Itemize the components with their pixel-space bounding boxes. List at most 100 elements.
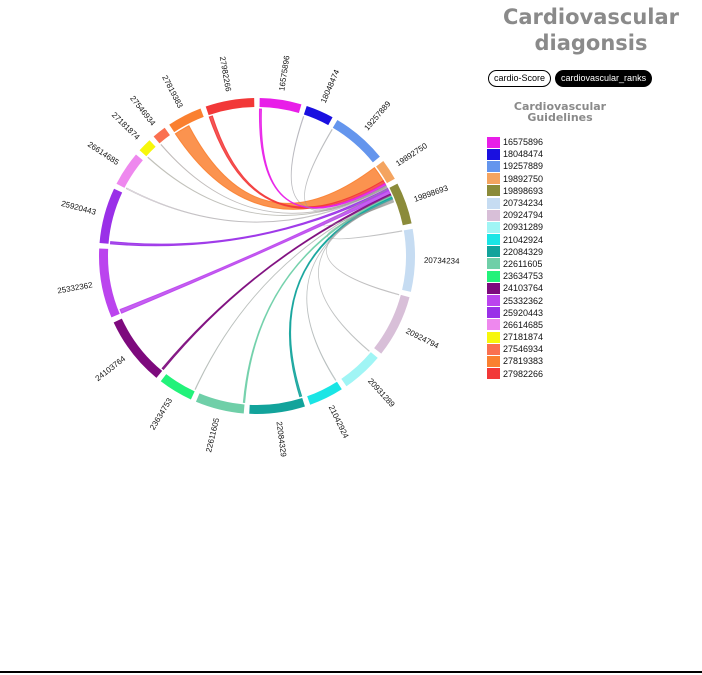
ribbon-26614685-19892750 — [125, 187, 388, 223]
legend-swatch — [487, 282, 500, 294]
legend-label: 26614685 — [503, 319, 544, 330]
legend-swatch — [487, 148, 500, 160]
legend-label: 19257889 — [503, 161, 544, 172]
chord-arcs — [99, 98, 416, 414]
ribbon-22611605-19892750 — [242, 195, 393, 404]
arc-18048474 — [303, 106, 333, 126]
legend-label: 22611605 — [503, 258, 543, 269]
legend-label: 27819383 — [503, 356, 544, 367]
ribbon-23634753-19892750 — [194, 195, 392, 390]
cardio-score-toggle[interactable]: cardio-Score — [488, 70, 552, 87]
bottom-divider — [0, 671, 702, 673]
legend-label: 22084329 — [503, 246, 544, 257]
arc-label-24103764: 24103764 — [94, 354, 128, 383]
arc-label-20734234: 20734234 — [424, 256, 460, 266]
legend-swatch — [487, 173, 500, 185]
legend-label: 19892750 — [503, 173, 544, 184]
legend-swatch — [487, 343, 500, 355]
arc-21042924 — [307, 381, 342, 405]
arc-22084329 — [249, 397, 305, 414]
legend-label: 20734234 — [503, 198, 544, 209]
arc-27819383 — [169, 108, 204, 133]
ribbon-27982266-19892750 — [208, 115, 386, 209]
legend-item-19892750: 19892750 — [487, 173, 543, 185]
legend-label: 25920443 — [503, 307, 544, 318]
arc-label-27546934: 27546934 — [128, 94, 157, 128]
arc-label-19257889: 19257889 — [362, 99, 392, 132]
legend-item-27546934: 27546934 — [487, 343, 543, 355]
legend-swatch — [487, 331, 500, 343]
legend-label: 20931289 — [503, 222, 544, 233]
ribbon-22084329-19892750 — [288, 196, 394, 398]
legend-label: 23634753 — [503, 271, 544, 282]
legend-swatch — [487, 209, 500, 221]
arc-23634753 — [160, 374, 195, 400]
legend-label: 27546934 — [503, 344, 544, 355]
legend-label: 27181874 — [503, 332, 544, 343]
arc-label-25920443: 25920443 — [60, 199, 97, 217]
legend-swatch — [487, 197, 500, 209]
arc-label-22611605: 22611605 — [204, 417, 221, 454]
arc-22611605 — [195, 393, 245, 414]
legend-label: 19898693 — [503, 185, 544, 196]
legend-item-25920443: 25920443 — [487, 307, 543, 319]
arc-label-19898693: 19898693 — [413, 183, 450, 204]
legend-item-16575896: 16575896 — [487, 136, 543, 148]
ribbon-24103764-19892750 — [161, 193, 392, 371]
ribbon-16575896-19892750 — [258, 108, 387, 209]
legend-swatch — [487, 355, 500, 367]
legend-label: 21042924 — [503, 234, 544, 245]
legend-swatch — [487, 234, 500, 246]
legend-item-26614685: 26614685 — [487, 319, 543, 331]
arc-label-26614685: 26614685 — [86, 140, 121, 167]
ribbon-27181874-19892750 — [147, 156, 388, 216]
ribbon-20924794-19892750 — [326, 199, 400, 296]
legend-title: Cardiovascular Guidelines — [513, 100, 607, 124]
legend-item-27982266: 27982266 — [487, 368, 543, 380]
legend-swatch — [487, 258, 500, 270]
legend-swatch — [487, 270, 500, 282]
arc-25920443 — [99, 188, 123, 244]
arc-26614685 — [116, 154, 143, 188]
arc-label-20924794: 20924794 — [404, 327, 440, 351]
arc-16575896 — [259, 98, 302, 114]
view-toggle: cardio-Score cardiovascular_ranks — [488, 70, 653, 87]
ribbon-18048474-19892750 — [290, 116, 387, 210]
legend-item-21042924: 21042924 — [487, 234, 543, 246]
arc-27181874 — [139, 140, 156, 157]
ribbon-19898693-19892750 — [323, 188, 395, 227]
legend-item-20734234: 20734234 — [487, 197, 543, 209]
legend: 16575896 18048474 19257889 19892750 19898693… — [487, 136, 543, 380]
arc-20931289 — [341, 352, 378, 387]
legend-label: 25332362 — [503, 295, 544, 306]
arc-27982266 — [205, 98, 255, 116]
legend-label: 18048474 — [503, 149, 544, 160]
legend-item-19898693: 19898693 — [487, 185, 543, 197]
legend-swatch — [487, 136, 500, 148]
chord-ribbons — [109, 108, 403, 404]
legend-swatch — [487, 368, 500, 380]
legend-item-24103764: 24103764 — [487, 282, 543, 294]
arc-19257889 — [332, 119, 380, 163]
ribbon-20931289-19892750 — [318, 199, 394, 352]
arc-27546934 — [153, 127, 170, 144]
legend-swatch — [487, 160, 500, 172]
legend-label: 16575896 — [503, 137, 544, 148]
arc-label-21042924: 21042924 — [327, 404, 351, 440]
arc-label-23634753: 23634753 — [148, 396, 174, 432]
legend-item-22611605: 22611605 — [487, 258, 543, 270]
arc-label-19892750: 19892750 — [394, 141, 429, 168]
legend-item-20924794: 20924794 — [487, 209, 543, 221]
legend-item-22084329: 22084329 — [487, 246, 543, 258]
legend-label: 24103764 — [503, 283, 544, 294]
arc-20734234 — [402, 228, 416, 292]
ribbon-27819383-19892750 — [174, 125, 384, 210]
legend-item-27819383: 27819383 — [487, 355, 543, 367]
legend-item-27181874: 27181874 — [487, 331, 543, 343]
legend-label: 27982266 — [503, 368, 544, 379]
ribbon-21042924-19892750 — [306, 198, 394, 381]
cardiovascular-ranks-toggle[interactable]: cardiovascular_ranks — [555, 70, 653, 87]
legend-swatch — [487, 246, 500, 258]
